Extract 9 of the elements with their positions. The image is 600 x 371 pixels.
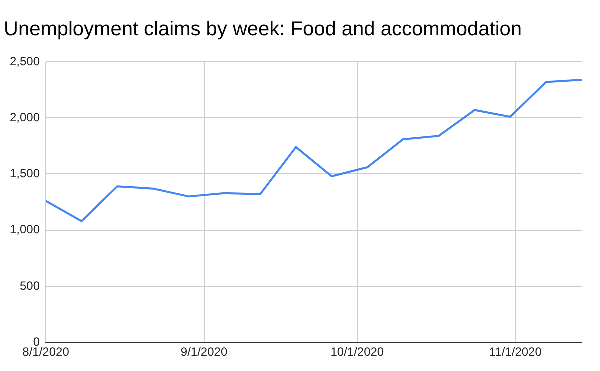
y-tick-label: 1,500 [10,166,40,181]
y-tick-label: 2,000 [10,110,40,124]
y-tick-label: 500 [20,278,40,293]
chart-title: Unemployment claims by week: Food and accommodation [4,18,522,41]
y-tick-label: 1,000 [10,222,40,237]
x-tick-label: 9/1/2020 [180,345,228,360]
x-tick-label: 10/1/2020 [330,345,384,360]
x-tick-label: 11/1/2020 [489,345,542,360]
y-tick-label: 2,500 [10,54,40,68]
